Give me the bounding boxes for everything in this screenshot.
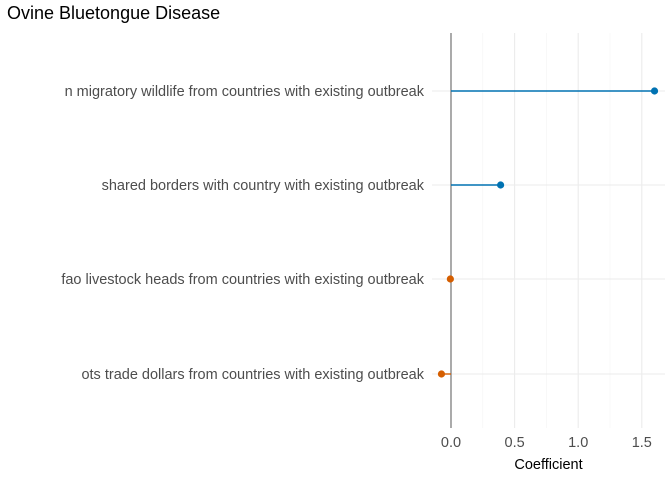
category-label-2: fao livestock heads from countries with …	[61, 272, 424, 288]
chart-title: Ovine Bluetongue Disease	[7, 3, 221, 23]
lollipop-point-3	[437, 370, 446, 378]
x-tick-label-0: 0.0	[441, 435, 461, 451]
y-axis-labels: n migratory wildlife from countries with…	[61, 84, 424, 383]
x-tick-label-3: 1.5	[632, 435, 652, 451]
x-axis-tick-labels: 0.0 0.5 1.0 1.5	[441, 435, 652, 451]
category-label-0: n migratory wildlife from countries with…	[65, 84, 425, 100]
lollipop-point-1	[497, 181, 505, 189]
x-tick-label-2: 1.0	[568, 435, 588, 451]
lollipop-point-2	[446, 275, 454, 283]
x-axis-title: Coefficient	[514, 457, 582, 473]
marks-layer	[437, 87, 659, 378]
grid-layer	[432, 33, 665, 428]
x-tick-label-1: 0.5	[505, 435, 525, 451]
lollipop-point-0	[650, 87, 659, 95]
category-label-3: ots trade dollars from countries with ex…	[81, 367, 424, 383]
category-label-1: shared borders with country with existin…	[102, 178, 425, 194]
